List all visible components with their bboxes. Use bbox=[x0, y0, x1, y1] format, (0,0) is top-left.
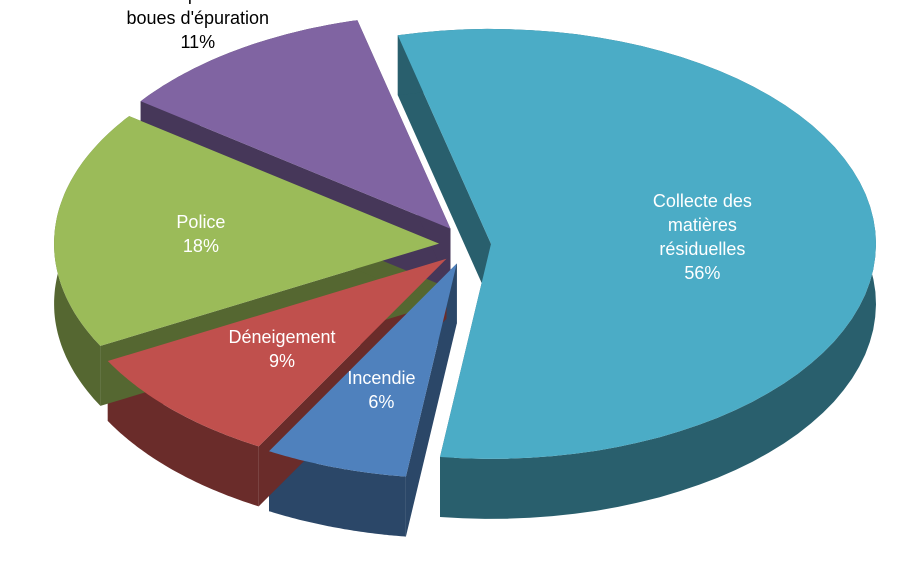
slice-value: 11% bbox=[180, 31, 216, 52]
slice-side bbox=[269, 451, 406, 537]
slice bbox=[107, 258, 447, 447]
slice bbox=[140, 20, 451, 229]
slice-name: Incendie bbox=[347, 367, 416, 388]
data-label: Incendie 6% bbox=[331, 366, 431, 414]
slice-name: Transport des boues d'épuration bbox=[126, 0, 270, 28]
slice bbox=[269, 263, 457, 477]
slice-name: Police bbox=[176, 212, 226, 233]
slice bbox=[397, 28, 876, 459]
slice-value: 18% bbox=[182, 236, 219, 257]
data-label: Déneigement 9% bbox=[207, 325, 357, 373]
slice-value: 9% bbox=[268, 351, 295, 372]
slice-name: Déneigement bbox=[228, 327, 336, 348]
slice-name: Collecte des matières résiduelles bbox=[652, 191, 752, 260]
slice-value: 6% bbox=[368, 391, 395, 412]
slice-side bbox=[397, 35, 491, 304]
data-label: Police 18% bbox=[126, 210, 276, 258]
slice-side bbox=[107, 361, 259, 507]
data-label: Collecte des matières résiduelles 56% bbox=[637, 189, 767, 285]
slice bbox=[54, 116, 440, 346]
slice-value: 56% bbox=[684, 263, 721, 284]
data-label: Transport des boues d'épuration 11% bbox=[123, 0, 273, 54]
